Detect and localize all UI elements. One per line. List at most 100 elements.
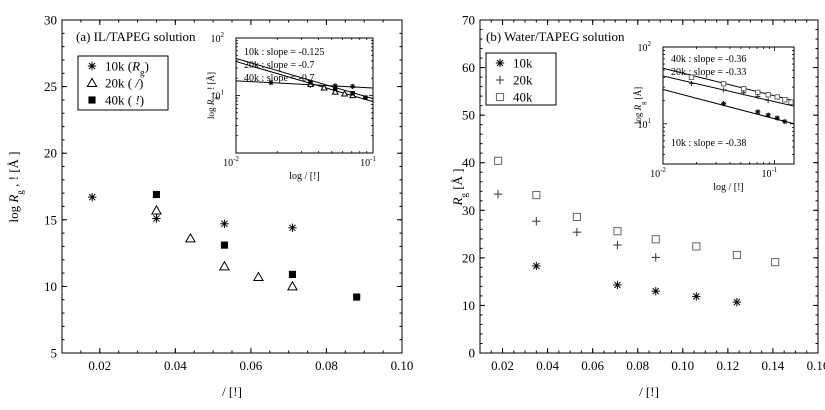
- data-point-open-square: [572, 212, 581, 222]
- inset-data-point-filled-square: [308, 80, 313, 85]
- data-point-open-triangle: [218, 260, 230, 271]
- data-point-asterisk: [288, 223, 297, 232]
- x-tick-label: 0.06: [581, 358, 604, 373]
- inset-data-point-open-square: [782, 97, 788, 103]
- inset-data-point-asterisk: [774, 115, 780, 121]
- x-tick-label: 0.10: [391, 358, 414, 373]
- y-tick-label: 50: [462, 108, 475, 123]
- y-tick-label: 20: [44, 146, 57, 161]
- inset-y-tick-label: 101: [638, 117, 652, 131]
- inset-data-point-asterisk: [782, 118, 788, 125]
- inset-y-tick-label: 101: [211, 89, 225, 103]
- inset-data-point-open-square: [720, 81, 727, 87]
- data-point-plus: [493, 189, 503, 199]
- y-tick-label: 10: [44, 279, 57, 294]
- inset-data-point-open-square: [774, 94, 780, 100]
- inset-data-point-filled-square: [333, 86, 338, 91]
- inset-data-point-open-square: [688, 74, 695, 80]
- data-point-open-square: [651, 235, 660, 244]
- data-point-asterisk: [692, 292, 701, 301]
- inset-fit-line-0: [663, 67, 794, 102]
- inset-chart: 10-2 10-1 101 102 log / [!] log Rg [Å] 40k : s…: [633, 40, 795, 193]
- inset-data-point-plus: [765, 97, 771, 104]
- legend-marker-asterisk: [495, 58, 505, 68]
- inset-y-axis-title: log Rg [Å]: [633, 87, 647, 124]
- data-point-plus: [572, 227, 582, 237]
- panel-label: (a) IL/TAPEG solution: [76, 29, 196, 44]
- inset-annotation-1: 20k : slope = -0.33: [671, 67, 746, 78]
- x-tick-label: 0.14: [762, 358, 785, 373]
- data-point-asterisk: [651, 286, 660, 296]
- x-axis-title: / [!]: [639, 384, 659, 399]
- y-tick-label: 20: [462, 250, 475, 265]
- data-point-open-square: [692, 242, 701, 251]
- inset-data-point-open-square: [765, 92, 771, 98]
- data-point-open-square: [732, 250, 741, 260]
- data-point-asterisk: [220, 219, 229, 228]
- data-point-filled-square: [288, 270, 297, 278]
- inset-plot-area: [236, 58, 373, 103]
- inset-y-tick-label: 102: [211, 31, 225, 45]
- inset-fit-line-2: [236, 58, 373, 100]
- x-tick-label: 0.08: [626, 358, 649, 373]
- y-tick-label: 40: [462, 155, 475, 170]
- y-tick-label: 0: [469, 346, 476, 361]
- data-point-asterisk: [613, 280, 622, 290]
- y-tick-label: 10: [462, 298, 475, 313]
- legend-marker-open-square: [495, 92, 505, 102]
- data-point-open-square: [532, 190, 541, 200]
- inset-annotation-2: 40k : slope = -0.7: [244, 73, 314, 84]
- inset-y-axis-title: log Rg , ! [Å]: [206, 72, 220, 119]
- x-tick-label: 0.02: [88, 358, 111, 373]
- data-point-open-square: [771, 258, 780, 267]
- y-tick-label: 30: [44, 13, 57, 28]
- inset-data-point-asterisk: [721, 101, 727, 107]
- inset-data-point-open-square: [788, 99, 794, 105]
- legend-label-2: 40k: [513, 90, 533, 105]
- inset-annotation-0: 10k : slope = -0.125: [244, 47, 324, 58]
- inset-data-point-open-triangle: [331, 88, 339, 95]
- inset-x-tick-label: 10-1: [360, 155, 376, 169]
- data-point-open-square: [613, 227, 622, 236]
- data-point-plus: [532, 217, 541, 226]
- y-tick-label: 70: [462, 13, 475, 28]
- y-tick-label: 5: [51, 346, 58, 361]
- y-tick-label: 60: [462, 60, 475, 75]
- data-point-plus: [613, 240, 622, 250]
- data-point-open-square: [493, 156, 503, 165]
- y-axis-title: log Rg , ! [Å ]: [6, 151, 25, 222]
- inset-data-point-asterisk: [268, 80, 274, 86]
- inset-data-point-plus: [755, 93, 761, 100]
- data-point-filled-square: [353, 293, 361, 301]
- inset-data-point-asterisk: [755, 109, 761, 115]
- inset-y-tick-label: 102: [638, 40, 652, 54]
- data-point-plus: [651, 253, 660, 262]
- inset-plot-area: [663, 67, 794, 125]
- panel-label: (b) Water/TAPEG solution: [486, 29, 625, 44]
- legend-marker-open-triangle: [86, 77, 98, 87]
- x-tick-label: 0.06: [240, 358, 263, 373]
- x-axis-title: / [!]: [222, 384, 242, 399]
- x-tick-label: 0.16: [807, 358, 825, 373]
- inset-frame: [662, 46, 795, 165]
- legend-label-1: 20k ( /): [105, 76, 143, 91]
- data-point-open-triangle: [184, 232, 196, 243]
- inset-data-point-filled-square: [363, 95, 368, 100]
- inset-annotation-2: 10k : slope = -0.38: [671, 138, 746, 149]
- inset-data-point-plus: [688, 80, 695, 87]
- x-tick-label: 0.10: [671, 358, 694, 373]
- data-point-open-triangle: [150, 204, 162, 215]
- inset-data-point-open-triangle: [340, 89, 349, 97]
- inset-data-point-asterisk: [765, 112, 771, 118]
- x-tick-label: 0.08: [315, 358, 338, 373]
- inset-data-point-plus: [721, 87, 727, 93]
- data-point-open-triangle: [252, 271, 264, 282]
- inset-data-point-filled-square: [350, 91, 355, 96]
- chart-panel-a: 5 10 15 20 25 30 0.02 0.04 0.06 0.08 0.10 / [!] log …: [6, 13, 413, 400]
- inset-x-tick-label: 10-1: [761, 166, 777, 180]
- legend-label-0: 10k: [513, 56, 533, 71]
- inset-x-tick-label: 10-2: [650, 166, 666, 180]
- x-tick-label: 0.04: [164, 358, 187, 373]
- data-point-asterisk: [732, 297, 742, 307]
